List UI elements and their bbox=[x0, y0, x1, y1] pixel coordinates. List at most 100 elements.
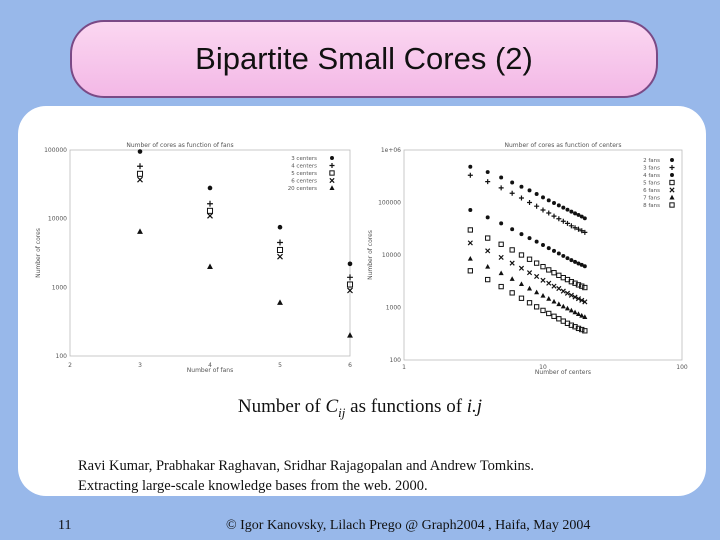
right-point bbox=[573, 259, 578, 264]
right-point bbox=[582, 216, 587, 221]
right-point bbox=[534, 192, 539, 197]
right-point bbox=[575, 282, 582, 288]
right-chart-title: Number of cores as function of centers bbox=[505, 142, 622, 149]
right-legend-marker bbox=[669, 194, 675, 200]
right-point bbox=[569, 209, 574, 214]
right-point bbox=[509, 247, 515, 253]
right-point bbox=[541, 195, 545, 200]
right-point bbox=[546, 210, 552, 216]
right-point bbox=[575, 296, 582, 302]
right-y-tick: 100000 bbox=[378, 200, 401, 207]
right-point bbox=[551, 283, 557, 289]
right-point bbox=[575, 226, 582, 232]
right-point bbox=[546, 246, 551, 251]
right-legend-marker bbox=[669, 179, 675, 186]
right-point bbox=[556, 285, 562, 292]
right-point bbox=[534, 203, 540, 209]
right-point bbox=[582, 284, 588, 291]
right-point bbox=[560, 288, 566, 294]
right-point bbox=[467, 240, 473, 246]
left-legend-label: 4 centers bbox=[291, 164, 317, 170]
right-point bbox=[527, 188, 532, 193]
right-point bbox=[519, 232, 524, 237]
left-legend-marker bbox=[330, 156, 334, 160]
left-point bbox=[137, 176, 143, 183]
reference-line-1: Ravi Kumar, Prabhakar Raghavan, Sridhar … bbox=[78, 458, 534, 474]
right-point bbox=[540, 292, 546, 298]
right-point bbox=[582, 264, 587, 269]
right-legend-label: 3 fans bbox=[643, 166, 660, 172]
right-point bbox=[534, 273, 540, 280]
right-point bbox=[527, 199, 533, 206]
left-point bbox=[137, 228, 143, 234]
page-number: 11 bbox=[58, 518, 72, 533]
right-point bbox=[510, 227, 515, 232]
right-x-tick: 100 bbox=[676, 364, 688, 371]
left-legend-label: 6 centers bbox=[291, 179, 317, 185]
right-point bbox=[582, 328, 588, 334]
left-y-tick: 10000 bbox=[48, 216, 67, 223]
right-point bbox=[552, 248, 556, 253]
right-plot-frame bbox=[403, 149, 683, 361]
right-point bbox=[540, 307, 546, 314]
left-point bbox=[277, 253, 283, 260]
plots-figure: Number of cores as function of fans Numbe… bbox=[35, 142, 688, 376]
left-x-tick: 5 bbox=[278, 362, 282, 369]
left-legend-marker bbox=[329, 177, 335, 184]
right-point bbox=[565, 207, 570, 212]
right-y-tick: 10000 bbox=[382, 252, 401, 259]
right-point bbox=[551, 298, 557, 304]
right-point bbox=[518, 195, 524, 201]
right-y-tick: 1e+06 bbox=[381, 147, 401, 154]
right-point bbox=[572, 324, 578, 330]
right-point bbox=[468, 164, 473, 169]
right-point bbox=[526, 300, 533, 306]
left-point bbox=[137, 149, 143, 154]
right-point bbox=[568, 307, 574, 313]
right-point bbox=[556, 216, 562, 222]
right-legend-marker bbox=[669, 202, 675, 208]
caption-vars: i.j bbox=[466, 396, 483, 417]
right-point bbox=[572, 280, 578, 286]
left-x-tick: 3 bbox=[138, 362, 142, 369]
left-legend-marker bbox=[329, 185, 335, 190]
right-point bbox=[485, 263, 491, 269]
right-legend-marker bbox=[670, 158, 674, 162]
right-point bbox=[485, 215, 490, 220]
right-point bbox=[579, 312, 585, 318]
left-y-tick: 1000 bbox=[52, 284, 67, 291]
right-legend-label: 8 fans bbox=[643, 203, 660, 209]
right-point bbox=[560, 303, 566, 309]
right-legend-marker bbox=[669, 164, 675, 171]
right-point bbox=[556, 272, 562, 278]
right-point bbox=[518, 281, 524, 287]
right-point bbox=[540, 207, 546, 213]
left-x-tick: 2 bbox=[68, 362, 72, 369]
right-point bbox=[546, 296, 552, 301]
right-point bbox=[499, 221, 504, 226]
left-point bbox=[277, 299, 283, 305]
right-point bbox=[579, 214, 584, 219]
right-point bbox=[509, 190, 515, 196]
left-legend-label: 3 centers bbox=[291, 156, 317, 162]
left-point bbox=[346, 281, 354, 288]
right-point bbox=[552, 200, 556, 205]
caption-prefix: Number of bbox=[237, 396, 326, 417]
right-point bbox=[498, 254, 504, 260]
right-point bbox=[540, 277, 546, 283]
right-point bbox=[561, 253, 566, 258]
left-x-tick: 6 bbox=[348, 362, 352, 369]
right-legend-label: 7 fans bbox=[643, 196, 660, 202]
right-point bbox=[564, 220, 570, 226]
right-point bbox=[546, 198, 551, 203]
right-y-tick: 100 bbox=[390, 357, 402, 364]
right-point bbox=[509, 260, 515, 266]
right-point bbox=[546, 310, 552, 317]
right-point bbox=[576, 261, 581, 266]
left-point bbox=[347, 261, 353, 267]
caption-var: C bbox=[325, 396, 339, 417]
right-point bbox=[561, 205, 566, 210]
right-point bbox=[498, 241, 504, 247]
left-y-tick: 100000 bbox=[44, 147, 67, 154]
right-point bbox=[527, 236, 532, 241]
